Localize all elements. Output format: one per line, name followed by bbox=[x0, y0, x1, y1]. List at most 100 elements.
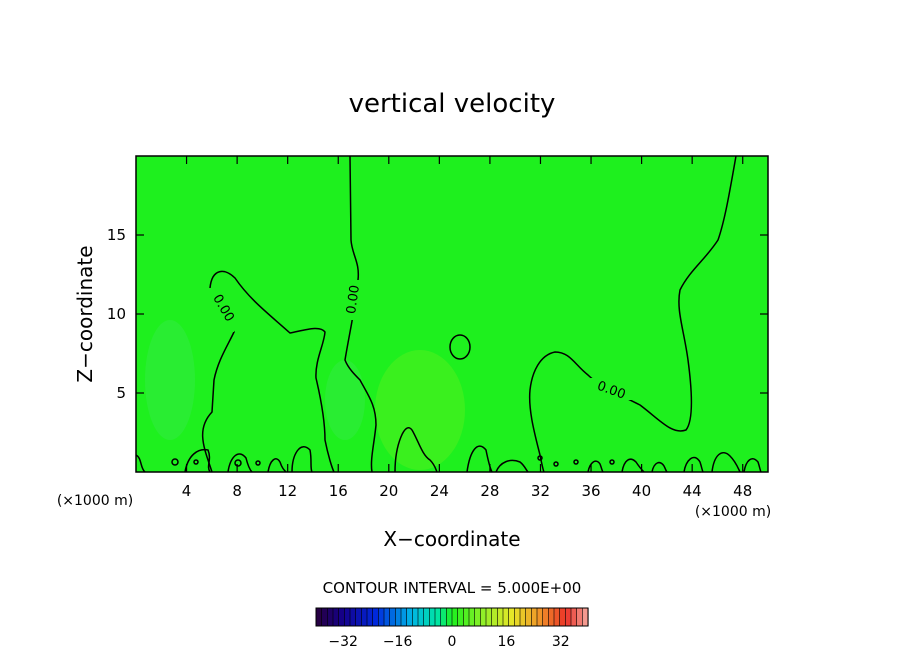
colorbar-swatch bbox=[429, 607, 436, 627]
contour-label-bg bbox=[590, 378, 632, 400]
colorbar-swatch bbox=[378, 607, 385, 627]
colorbar-tick-label: 16 bbox=[497, 634, 515, 650]
contour-label-bg bbox=[346, 280, 366, 320]
colorbar-swatch bbox=[468, 607, 476, 627]
colorbar-swatch bbox=[519, 607, 527, 627]
colorbar-swatch bbox=[553, 607, 561, 627]
contour-line bbox=[267, 458, 287, 473]
contour-label-bg bbox=[206, 288, 234, 332]
colorbar-swatch bbox=[451, 607, 459, 627]
colorbar bbox=[315, 607, 589, 627]
colorbar-swatch bbox=[576, 607, 583, 627]
colorbar-swatch bbox=[338, 607, 345, 627]
y-tick-label: 15 bbox=[107, 226, 126, 244]
x-tick-label: 32 bbox=[531, 482, 550, 500]
colorbar-swatch bbox=[355, 607, 362, 627]
colorbar-swatch bbox=[389, 607, 396, 627]
colorbar-swatch bbox=[361, 607, 368, 627]
colorbar-swatch bbox=[508, 607, 515, 627]
colorbar-swatch bbox=[406, 607, 413, 627]
contour-line bbox=[683, 456, 704, 473]
colorbar-swatch bbox=[514, 607, 521, 627]
colorbar-swatch bbox=[582, 607, 589, 627]
x-tick-label: 16 bbox=[329, 482, 348, 500]
colorbar-tick-label: 0 bbox=[448, 634, 457, 650]
field-anomaly bbox=[375, 350, 465, 470]
colorbar-swatch bbox=[480, 607, 487, 627]
contour-line bbox=[743, 458, 762, 473]
colorbar-swatch bbox=[349, 607, 357, 627]
colorbar-swatch bbox=[570, 607, 578, 627]
colorbar-swatch bbox=[400, 607, 408, 627]
colorbar-swatch bbox=[497, 607, 504, 627]
x-tick-label: 8 bbox=[232, 482, 242, 500]
x-tick-label: 12 bbox=[278, 482, 297, 500]
contour-lines bbox=[135, 155, 762, 473]
y-axis: 5 10 15 bbox=[107, 226, 768, 402]
colorbar-swatch bbox=[565, 607, 572, 627]
colorbar-swatch bbox=[559, 607, 566, 627]
y-axis-label: Z−coordinate bbox=[73, 245, 97, 382]
contour-line bbox=[711, 451, 741, 473]
contour-line bbox=[344, 155, 377, 473]
colorbar-swatch bbox=[463, 607, 470, 627]
velocity-field bbox=[136, 156, 768, 472]
y-tick-label: 5 bbox=[116, 384, 126, 402]
contour-line bbox=[573, 459, 579, 465]
colorbar-swatch bbox=[474, 607, 481, 627]
field-anomaly bbox=[325, 360, 365, 440]
contour-line bbox=[193, 459, 199, 465]
contour-line bbox=[537, 455, 543, 461]
contour-interval-text: CONTOUR INTERVAL = 5.000E+00 bbox=[323, 579, 582, 597]
colorbar-swatch bbox=[548, 607, 555, 627]
contour-line bbox=[135, 454, 146, 473]
colorbar-swatch bbox=[366, 607, 374, 627]
field-anomaly bbox=[145, 320, 195, 440]
colorbar-swatch bbox=[383, 607, 391, 627]
chart-title: vertical velocity bbox=[349, 89, 556, 119]
colorbar-swatch bbox=[372, 607, 379, 627]
x-right-unit-label: (×1000 m) bbox=[695, 504, 771, 520]
colorbar-tick-label: −16 bbox=[383, 634, 413, 650]
contour-line bbox=[255, 460, 261, 466]
colorbar-swatch bbox=[321, 607, 328, 627]
x-tick-label: 40 bbox=[632, 482, 651, 500]
x-tick-label: 4 bbox=[182, 482, 192, 500]
colorbar-swatch bbox=[525, 607, 532, 627]
colorbar-swatch bbox=[344, 607, 351, 627]
contour-line bbox=[227, 453, 253, 473]
y-tick-label: 10 bbox=[107, 305, 126, 323]
colorbar-swatch bbox=[542, 607, 549, 627]
colorbar-swatch bbox=[327, 607, 334, 627]
x-tick-label: 24 bbox=[430, 482, 449, 500]
colorbar-swatch bbox=[440, 607, 447, 627]
contour-line bbox=[651, 461, 668, 473]
colorbar-tick-label: 32 bbox=[552, 634, 570, 650]
colorbar-swatch bbox=[315, 607, 323, 627]
contour-line bbox=[171, 458, 179, 466]
plot-area: 0.00 0.00 0.00 bbox=[135, 155, 769, 473]
colorbar-swatch bbox=[485, 607, 493, 627]
colorbar-swatch bbox=[446, 607, 453, 627]
x-tick-label: 20 bbox=[379, 482, 398, 500]
x-tick-label: 44 bbox=[683, 482, 702, 500]
colorbar-ticks: −32 −16 0 16 32 bbox=[328, 634, 569, 650]
x-tick-label: 28 bbox=[480, 482, 499, 500]
x-left-unit-label: (×1000 m) bbox=[57, 493, 133, 509]
colorbar-swatch bbox=[434, 607, 442, 627]
x-axis-label: X−coordinate bbox=[383, 527, 520, 551]
colorbar-swatch bbox=[332, 607, 340, 627]
colorbar-swatch bbox=[423, 607, 430, 627]
x-tick-label: 48 bbox=[733, 482, 752, 500]
colorbar-tick-label: −32 bbox=[328, 634, 358, 650]
colorbar-swatch bbox=[412, 607, 419, 627]
contour-line bbox=[201, 270, 335, 473]
colorbar-swatch bbox=[457, 607, 464, 627]
colorbar-swatch bbox=[491, 607, 498, 627]
contour-line bbox=[609, 459, 615, 465]
contour-line bbox=[553, 461, 559, 467]
colorbar-frame bbox=[315, 607, 589, 627]
colorbar-swatch bbox=[502, 607, 510, 627]
colorbar-swatch bbox=[536, 607, 544, 627]
